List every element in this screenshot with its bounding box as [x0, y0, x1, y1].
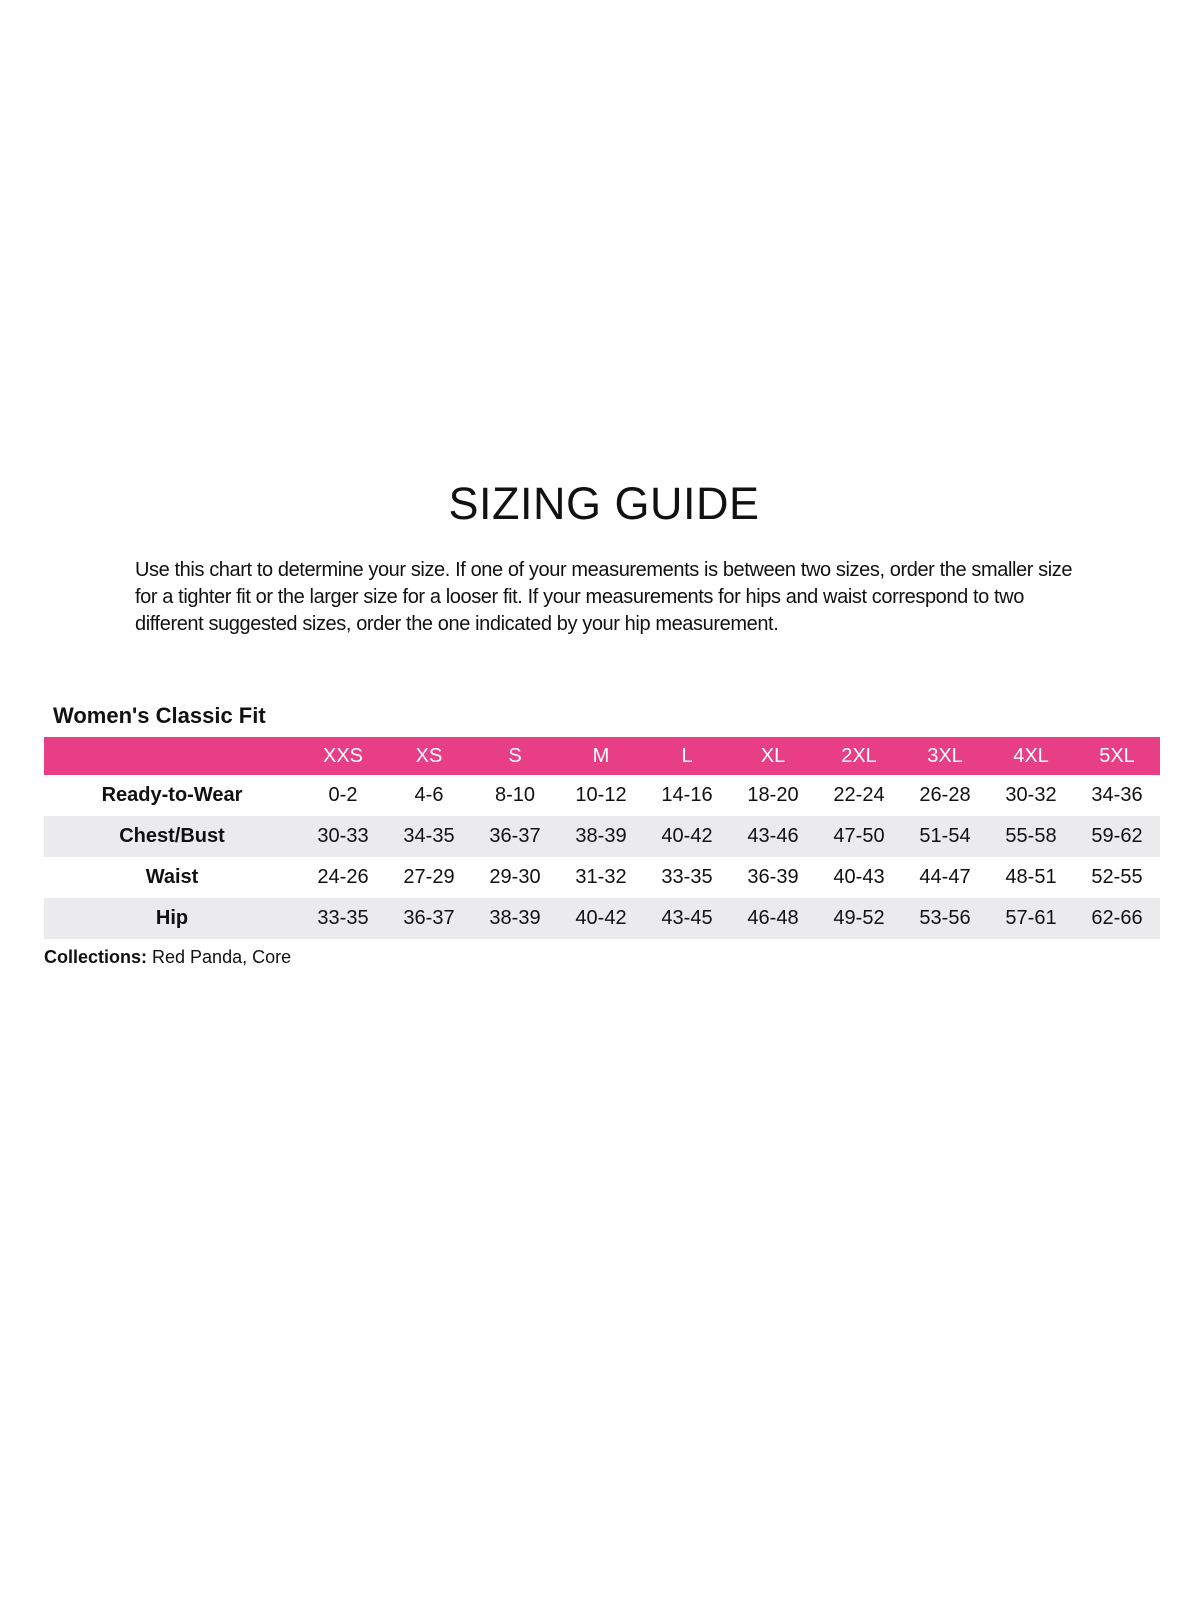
table-cell: 30-33 [317, 825, 369, 847]
table-cell: 40-42 [661, 825, 713, 847]
table-cell: 55-58 [1005, 825, 1057, 847]
header-empty-cell [44, 737, 300, 775]
table-cell: 52-55 [1091, 866, 1143, 888]
table-cell: 49-52 [833, 907, 885, 929]
table-cell: 38-39 [575, 825, 627, 847]
table-cell: 40-42 [575, 907, 627, 929]
table-cell: 36-39 [747, 866, 799, 888]
size-header-m: M [592, 744, 610, 767]
collections-note: Collections: Red Panda, Core [44, 947, 291, 968]
table-cell: 48-51 [1005, 866, 1057, 888]
table-cell: 24-26 [317, 866, 369, 888]
row-label: Waist [145, 866, 199, 888]
size-header-5xl: 5XL [1099, 744, 1135, 767]
table-row: Waist 24-26 27-29 29-30 31-32 33-35 36-39 40-43… [44, 857, 1160, 898]
table-cell: 18-20 [747, 784, 799, 806]
table-cell: 57-61 [1005, 907, 1057, 929]
size-header-4xl: 4XL [1013, 744, 1049, 767]
size-header-xl: XL [760, 744, 786, 767]
table-cell: 36-37 [403, 907, 455, 929]
table-cell: 34-35 [403, 825, 455, 847]
row-label: Ready-to-Wear [101, 784, 243, 806]
size-header-3xl: 3XL [927, 744, 963, 767]
fit-title: Women's Classic Fit [53, 703, 266, 728]
size-header-xxs: XXS [322, 744, 364, 767]
table-cell: 34-36 [1091, 784, 1143, 806]
table-cell: 0-2 [328, 784, 358, 806]
table-cell: 10-12 [575, 784, 627, 806]
table-row: Chest/Bust 30-33 34-35 36-37 38-39 40-42 43-46… [44, 816, 1160, 857]
collections-label: Collections: [44, 947, 148, 967]
table-cell: 44-47 [919, 866, 971, 888]
table-cell: 38-39 [489, 907, 541, 929]
size-header-xs: XS [415, 744, 443, 767]
table-cell: 8-10 [494, 784, 536, 806]
table-cell: 36-37 [489, 825, 541, 847]
table-cell: 53-56 [919, 907, 971, 929]
table-cell: 51-54 [919, 825, 971, 847]
size-header-s: S [508, 744, 522, 767]
table-cell: 43-45 [661, 907, 713, 929]
table-cell: 30-32 [1005, 784, 1057, 806]
table-cell: 62-66 [1091, 907, 1143, 929]
row-label: Chest/Bust [119, 825, 225, 847]
page-title: SIZING GUIDE [448, 478, 760, 529]
size-header-row: XXS XS S M L XL 2XL 3XL 4XL 5XL [44, 737, 1160, 775]
size-header-2xl: 2XL [841, 744, 877, 767]
table-cell: 46-48 [747, 907, 799, 929]
table-cell: 43-46 [747, 825, 799, 847]
table-cell: 29-30 [489, 866, 541, 888]
table-cell: 14-16 [661, 784, 713, 806]
table-cell: 33-35 [317, 907, 369, 929]
table-cell: 40-43 [833, 866, 885, 888]
row-label: Hip [155, 907, 189, 929]
table-cell: 4-6 [414, 784, 444, 806]
table-cell: 22-24 [833, 784, 885, 806]
table-cell: 26-28 [919, 784, 971, 806]
size-header-l: L [681, 744, 693, 767]
table-row: Hip 33-35 36-37 38-39 40-42 43-45 46-48 49-52 53… [44, 898, 1160, 939]
table-cell: 47-50 [833, 825, 885, 847]
table-cell: 31-32 [575, 866, 627, 888]
size-table: XXS XS S M L XL 2XL 3XL 4XL 5XL Ready-to-Wear 0-2 4… [44, 737, 1160, 939]
collections-value: Red Panda, Core [147, 947, 292, 967]
table-cell: 27-29 [403, 866, 455, 888]
intro-paragraph: Use this chart to determine your size. I… [135, 559, 1073, 635]
table-cell: 33-35 [661, 866, 713, 888]
table-row: Ready-to-Wear 0-2 4-6 8-10 10-12 14-16 18-20 22… [44, 775, 1160, 816]
table-cell: 59-62 [1091, 825, 1143, 847]
